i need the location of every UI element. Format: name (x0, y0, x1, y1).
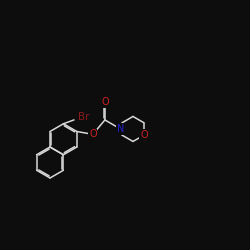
Text: Br: Br (78, 112, 90, 122)
Text: N: N (117, 124, 124, 134)
Text: O: O (89, 129, 97, 139)
Text: O: O (101, 97, 109, 107)
Text: O: O (140, 130, 148, 140)
